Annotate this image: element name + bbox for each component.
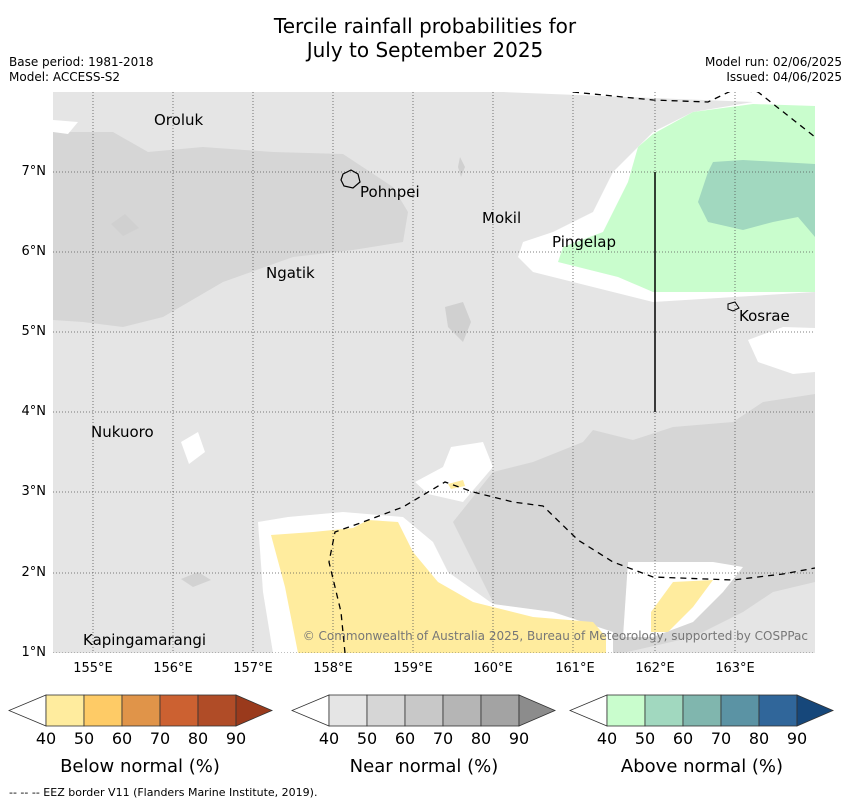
island-pingelap: Pingelap bbox=[552, 233, 617, 251]
cbar-tick: 80 bbox=[470, 729, 492, 748]
copyright-notice: © Commonwealth of Australia 2025, Bureau… bbox=[302, 629, 808, 643]
island-kapingamarangi: Kapingamarangi bbox=[83, 631, 207, 649]
lon-label-162e: 162°E bbox=[635, 661, 675, 676]
lon-label-160e: 160°E bbox=[473, 661, 513, 676]
cbar-tick: 40 bbox=[35, 729, 57, 748]
cbar-tick: 90 bbox=[508, 729, 530, 748]
lon-label-155e: 155°E bbox=[73, 661, 113, 676]
cbar-tick: 70 bbox=[710, 729, 732, 748]
cbar-below-seg-2 bbox=[83, 694, 123, 727]
meta-left: Base period: 1981-2018 Model: ACCESS-S2 bbox=[9, 55, 154, 85]
cbar-tick: 60 bbox=[672, 729, 694, 748]
cbar-below-tri-left bbox=[8, 694, 47, 727]
cbar-above-seg-3 bbox=[682, 694, 722, 727]
lon-label-159e: 159°E bbox=[393, 661, 433, 676]
island-mokil: Mokil bbox=[482, 209, 522, 227]
lon-label-158e: 158°E bbox=[313, 661, 353, 676]
island-oroluk: Oroluk bbox=[154, 111, 204, 129]
above-normal-strong-zone bbox=[698, 160, 815, 237]
cbar-below-seg-1 bbox=[45, 694, 85, 727]
colorbar-near-normal bbox=[291, 694, 557, 727]
map-panel[interactable]: Oroluk Pohnpei Mokil Pingelap Ngatik Kos… bbox=[53, 92, 815, 653]
kosrae-outline bbox=[727, 301, 740, 312]
base-period: Base period: 1981-2018 bbox=[9, 55, 154, 69]
white-zone-northwest bbox=[53, 120, 78, 134]
island-pohnpei: Pohnpei bbox=[360, 183, 420, 201]
colorbar-below-normal bbox=[8, 694, 274, 727]
lat-label-5n: 5°N bbox=[21, 324, 47, 339]
cbar-tick: 70 bbox=[432, 729, 454, 748]
model-run: Model run: 02/06/2025 bbox=[704, 55, 842, 69]
colorbar-title-above: Above normal (%) bbox=[620, 756, 784, 777]
lat-label-4n: 4°N bbox=[21, 404, 47, 419]
colorbar-title-below: Below normal (%) bbox=[60, 756, 220, 777]
cbar-tick: 40 bbox=[318, 729, 340, 748]
island-ngatik: Ngatik bbox=[266, 264, 315, 282]
lat-label-6n: 6°N bbox=[21, 244, 47, 259]
lon-label-163e: 163°E bbox=[715, 661, 755, 676]
model-name: Model: ACCESS-S2 bbox=[9, 70, 121, 84]
cbar-tick: 40 bbox=[596, 729, 618, 748]
cbar-tick: 90 bbox=[786, 729, 808, 748]
map-title-line1: Tercile rainfall probabilities for bbox=[273, 14, 577, 38]
lat-label-7n: 7°N bbox=[21, 164, 47, 179]
cbar-above-seg-5 bbox=[758, 694, 798, 727]
cbar-tick: 60 bbox=[394, 729, 416, 748]
cbar-near-seg-3 bbox=[404, 694, 444, 727]
cbar-below-seg-5 bbox=[197, 694, 237, 727]
eez-borders bbox=[328, 92, 815, 653]
near-normal-spot-1 bbox=[111, 214, 139, 236]
near-normal-zone-north bbox=[53, 132, 408, 327]
cbar-above-tri-right bbox=[796, 694, 835, 727]
white-zone-centre bbox=[415, 442, 493, 502]
near-normal-spot-3 bbox=[458, 157, 465, 177]
map-svg bbox=[53, 92, 815, 653]
colorbar-above-normal bbox=[569, 694, 835, 727]
cbar-near-seg-2 bbox=[366, 694, 406, 727]
eez-border-note: -- -- -- EEZ border V11 (Flanders Marine… bbox=[9, 786, 318, 799]
near-normal-spot-4 bbox=[181, 572, 211, 587]
cbar-above-seg-2 bbox=[644, 694, 684, 727]
white-zone-nukuoro bbox=[181, 432, 205, 464]
lat-label-3n: 3°N bbox=[21, 484, 47, 499]
cbar-near-tri-right bbox=[518, 694, 557, 727]
gridlines bbox=[53, 92, 815, 653]
cbar-near-seg-1 bbox=[328, 694, 368, 727]
cbar-tick: 50 bbox=[356, 729, 378, 748]
lat-label-2n: 2°N bbox=[21, 565, 47, 580]
above-normal-zone bbox=[558, 104, 815, 292]
lat-label-1n: 1°N bbox=[21, 645, 47, 660]
cbar-near-tri-left bbox=[291, 694, 330, 727]
cbar-near-seg-5 bbox=[480, 694, 520, 727]
near-normal-spot-2 bbox=[445, 302, 471, 342]
lon-label-157e: 157°E bbox=[233, 661, 273, 676]
meta-right: Model run: 02/06/2025 Issued: 04/06/2025 bbox=[705, 55, 842, 85]
below-normal-spot bbox=[448, 480, 465, 489]
cbar-above-tri-left bbox=[569, 694, 608, 727]
cbar-tick: 50 bbox=[634, 729, 656, 748]
lon-label-156e: 156°E bbox=[153, 661, 193, 676]
cbar-tick: 80 bbox=[187, 729, 209, 748]
lon-label-161e: 161°E bbox=[555, 661, 595, 676]
cbar-above-seg-4 bbox=[720, 694, 760, 727]
cbar-below-seg-4 bbox=[159, 694, 199, 727]
below-normal-zone-southwest bbox=[271, 520, 606, 653]
cbar-near-seg-4 bbox=[442, 694, 482, 727]
cbar-tick: 50 bbox=[73, 729, 95, 748]
colorbar-title-near: Near normal (%) bbox=[349, 756, 499, 777]
map-title-line2: July to September 2025 bbox=[306, 38, 544, 62]
white-zone-kosrae bbox=[748, 327, 815, 374]
pohnpei-outline bbox=[340, 169, 361, 189]
cbar-above-seg-1 bbox=[606, 694, 646, 727]
cbar-tick: 90 bbox=[225, 729, 247, 748]
cbar-below-tri-right bbox=[235, 694, 274, 727]
island-kosrae: Kosrae bbox=[739, 307, 790, 325]
cbar-tick: 70 bbox=[149, 729, 171, 748]
cbar-below-seg-3 bbox=[121, 694, 161, 727]
cbar-tick: 80 bbox=[748, 729, 770, 748]
island-nukuoro: Nukuoro bbox=[91, 423, 154, 441]
cbar-tick: 60 bbox=[111, 729, 133, 748]
below-normal-zone-southeast bbox=[651, 580, 713, 632]
issued-date: Issued: 04/06/2025 bbox=[726, 70, 842, 84]
